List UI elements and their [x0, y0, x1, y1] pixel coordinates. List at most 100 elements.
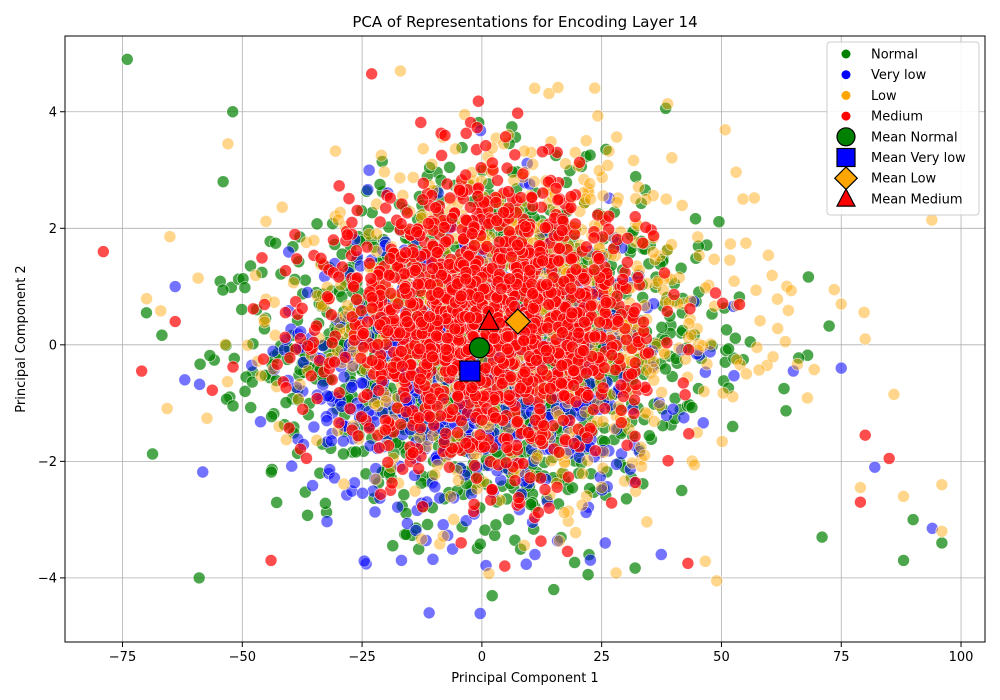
data-point: [464, 201, 477, 214]
data-point: [523, 263, 537, 277]
data-point: [558, 456, 571, 469]
data-point: [665, 151, 679, 165]
data-point: [692, 239, 705, 253]
data-point: [519, 220, 532, 233]
data-point: [337, 477, 351, 491]
y-tick-label: 4: [49, 105, 57, 120]
data-point: [470, 471, 483, 485]
data-point: [499, 456, 513, 470]
data-point: [345, 216, 359, 229]
data-point: [605, 348, 619, 362]
data-point: [203, 349, 217, 362]
data-point: [681, 557, 695, 570]
legend-swatch: [841, 111, 851, 121]
data-point: [362, 163, 376, 177]
data-point: [580, 431, 594, 445]
data-point: [605, 496, 618, 510]
data-point: [349, 445, 363, 459]
data-point: [858, 332, 872, 346]
data-point: [391, 297, 405, 311]
data-point: [647, 415, 661, 428]
legend-label: Normal: [871, 48, 918, 63]
data-point: [160, 402, 174, 415]
data-point: [364, 272, 378, 285]
data-point: [658, 266, 671, 280]
data-point: [691, 230, 705, 244]
data-point: [479, 139, 493, 152]
legend-label: Medium: [871, 110, 923, 125]
chart-title: PCA of Representations for Encoding Laye…: [352, 13, 697, 31]
data-point: [682, 343, 695, 357]
legend-item-mean-very-low: Mean Very low: [836, 147, 966, 168]
data-point: [834, 361, 848, 375]
data-point: [501, 330, 515, 343]
data-point: [587, 403, 600, 416]
data-point: [488, 332, 501, 345]
data-point: [598, 402, 612, 415]
data-point: [362, 224, 375, 237]
data-point: [602, 209, 616, 223]
data-point: [346, 359, 359, 373]
data-point: [306, 479, 319, 492]
data-point: [430, 246, 444, 259]
data-point: [640, 363, 653, 377]
data-point: [627, 407, 641, 420]
data-point: [472, 94, 485, 108]
data-point: [382, 268, 396, 282]
data-point: [578, 315, 591, 329]
data-point: [321, 290, 334, 303]
data-point: [257, 352, 270, 366]
data-point: [279, 396, 293, 409]
data-point: [440, 177, 454, 191]
data-point: [620, 438, 634, 452]
legend-label: Mean Normal: [871, 130, 958, 145]
data-point: [882, 452, 896, 465]
data-point: [581, 388, 595, 402]
data-point: [537, 419, 551, 432]
data-point: [580, 366, 593, 380]
data-point: [569, 217, 582, 231]
data-point: [300, 236, 313, 249]
data-point: [301, 339, 315, 353]
data-point: [400, 315, 414, 329]
data-point: [512, 491, 525, 504]
data-point: [316, 378, 330, 392]
data-point: [423, 310, 436, 323]
data-point: [501, 342, 514, 356]
data-point: [146, 447, 159, 461]
plot-frame: [64, 35, 986, 643]
data-point: [426, 552, 440, 566]
data-point: [551, 81, 565, 94]
data-point: [726, 390, 740, 403]
data-point: [674, 261, 688, 275]
data-point: [238, 281, 252, 294]
data-point: [765, 269, 779, 282]
data-point: [444, 490, 458, 503]
data-point: [584, 299, 598, 313]
data-point: [660, 336, 674, 350]
data-point: [433, 537, 447, 551]
data-point: [325, 336, 339, 350]
data-point: [588, 81, 602, 95]
data-point: [360, 240, 374, 254]
data-point: [355, 410, 368, 424]
data-point: [449, 142, 462, 156]
data-point: [587, 231, 601, 245]
data-point: [384, 287, 398, 300]
data-point: [310, 217, 324, 231]
data-point: [676, 376, 690, 390]
data-point: [290, 252, 304, 266]
data-point: [716, 296, 730, 310]
data-point: [375, 149, 388, 162]
data-point: [368, 505, 382, 519]
data-point: [443, 191, 457, 205]
data-point: [675, 484, 689, 497]
data-point: [583, 177, 597, 190]
data-point: [439, 343, 453, 356]
data-point: [564, 190, 578, 203]
data-point: [473, 607, 487, 620]
data-point: [219, 339, 233, 352]
data-point: [492, 235, 506, 249]
data-point: [325, 308, 338, 322]
